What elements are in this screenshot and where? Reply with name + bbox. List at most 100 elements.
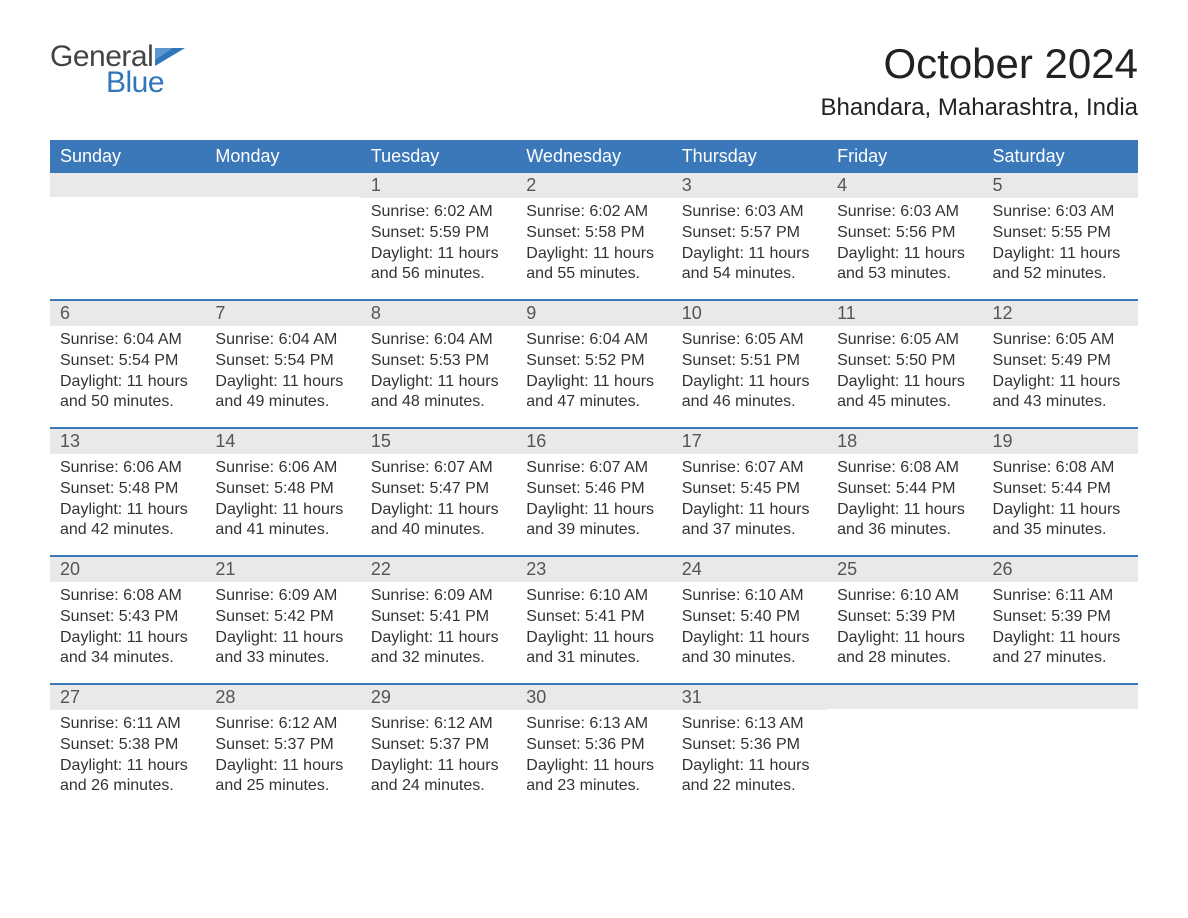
day-cell: [983, 685, 1138, 811]
sunset-text: Sunset: 5:40 PM: [682, 607, 817, 628]
location: Bhandara, Maharashtra, India: [820, 94, 1138, 122]
day-cell: 23Sunrise: 6:10 AMSunset: 5:41 PMDayligh…: [516, 557, 671, 683]
day-details: Sunrise: 6:07 AMSunset: 5:46 PMDaylight:…: [516, 454, 671, 541]
sunset-text: Sunset: 5:57 PM: [682, 223, 817, 244]
day-number: 27: [50, 685, 205, 710]
day-cell: 19Sunrise: 6:08 AMSunset: 5:44 PMDayligh…: [983, 429, 1138, 555]
day-number: [205, 173, 360, 197]
day-number: 19: [983, 429, 1138, 454]
daylight1-text: Daylight: 11 hours: [371, 244, 506, 265]
sunset-text: Sunset: 5:52 PM: [526, 351, 661, 372]
day-cell: [827, 685, 982, 811]
daylight1-text: Daylight: 11 hours: [993, 244, 1128, 265]
day-number: 8: [361, 301, 516, 326]
sunset-text: Sunset: 5:48 PM: [215, 479, 350, 500]
daylight1-text: Daylight: 11 hours: [60, 500, 195, 521]
day-details: Sunrise: 6:10 AMSunset: 5:41 PMDaylight:…: [516, 582, 671, 669]
day-number: [827, 685, 982, 709]
daylight2-text: and 53 minutes.: [837, 264, 972, 285]
daylight2-text: and 32 minutes.: [371, 648, 506, 669]
day-cell: 3Sunrise: 6:03 AMSunset: 5:57 PMDaylight…: [672, 173, 827, 299]
day-cell: 20Sunrise: 6:08 AMSunset: 5:43 PMDayligh…: [50, 557, 205, 683]
day-details: Sunrise: 6:05 AMSunset: 5:51 PMDaylight:…: [672, 326, 827, 413]
day-number: 7: [205, 301, 360, 326]
sunrise-text: Sunrise: 6:05 AM: [837, 330, 972, 351]
week-row: 27Sunrise: 6:11 AMSunset: 5:38 PMDayligh…: [50, 683, 1138, 811]
sunset-text: Sunset: 5:42 PM: [215, 607, 350, 628]
sunset-text: Sunset: 5:58 PM: [526, 223, 661, 244]
day-cell: 1Sunrise: 6:02 AMSunset: 5:59 PMDaylight…: [361, 173, 516, 299]
daylight2-text: and 23 minutes.: [526, 776, 661, 797]
day-details: Sunrise: 6:10 AMSunset: 5:39 PMDaylight:…: [827, 582, 982, 669]
daylight2-text: and 48 minutes.: [371, 392, 506, 413]
weekday-header: Tuesday: [361, 140, 516, 173]
sunrise-text: Sunrise: 6:03 AM: [837, 202, 972, 223]
logo-flag-icon: [155, 48, 185, 66]
day-details: Sunrise: 6:03 AMSunset: 5:57 PMDaylight:…: [672, 198, 827, 285]
sunset-text: Sunset: 5:53 PM: [371, 351, 506, 372]
sunrise-text: Sunrise: 6:02 AM: [526, 202, 661, 223]
daylight1-text: Daylight: 11 hours: [215, 628, 350, 649]
sunrise-text: Sunrise: 6:07 AM: [682, 458, 817, 479]
sunset-text: Sunset: 5:41 PM: [371, 607, 506, 628]
day-cell: 18Sunrise: 6:08 AMSunset: 5:44 PMDayligh…: [827, 429, 982, 555]
day-details: Sunrise: 6:13 AMSunset: 5:36 PMDaylight:…: [516, 710, 671, 797]
day-cell: 7Sunrise: 6:04 AMSunset: 5:54 PMDaylight…: [205, 301, 360, 427]
sunrise-text: Sunrise: 6:03 AM: [993, 202, 1128, 223]
day-details: Sunrise: 6:12 AMSunset: 5:37 PMDaylight:…: [205, 710, 360, 797]
day-cell: 12Sunrise: 6:05 AMSunset: 5:49 PMDayligh…: [983, 301, 1138, 427]
day-number: 24: [672, 557, 827, 582]
week-row: 6Sunrise: 6:04 AMSunset: 5:54 PMDaylight…: [50, 299, 1138, 427]
day-details: Sunrise: 6:10 AMSunset: 5:40 PMDaylight:…: [672, 582, 827, 669]
daylight1-text: Daylight: 11 hours: [993, 500, 1128, 521]
daylight2-text: and 26 minutes.: [60, 776, 195, 797]
day-number: 5: [983, 173, 1138, 198]
day-number: 13: [50, 429, 205, 454]
daylight2-text: and 37 minutes.: [682, 520, 817, 541]
day-cell: 29Sunrise: 6:12 AMSunset: 5:37 PMDayligh…: [361, 685, 516, 811]
daylight2-text: and 49 minutes.: [215, 392, 350, 413]
month-title: October 2024: [820, 40, 1138, 88]
sunrise-text: Sunrise: 6:04 AM: [371, 330, 506, 351]
daylight1-text: Daylight: 11 hours: [837, 372, 972, 393]
day-number: 25: [827, 557, 982, 582]
daylight2-text: and 33 minutes.: [215, 648, 350, 669]
day-cell: 15Sunrise: 6:07 AMSunset: 5:47 PMDayligh…: [361, 429, 516, 555]
day-number: 1: [361, 173, 516, 198]
daylight1-text: Daylight: 11 hours: [60, 372, 195, 393]
daylight1-text: Daylight: 11 hours: [371, 500, 506, 521]
daylight1-text: Daylight: 11 hours: [682, 756, 817, 777]
header: General Blue October 2024 Bhandara, Maha…: [50, 40, 1138, 122]
sunrise-text: Sunrise: 6:10 AM: [526, 586, 661, 607]
day-number: 22: [361, 557, 516, 582]
day-cell: 8Sunrise: 6:04 AMSunset: 5:53 PMDaylight…: [361, 301, 516, 427]
sunset-text: Sunset: 5:49 PM: [993, 351, 1128, 372]
sunset-text: Sunset: 5:38 PM: [60, 735, 195, 756]
day-details: Sunrise: 6:03 AMSunset: 5:55 PMDaylight:…: [983, 198, 1138, 285]
daylight2-text: and 54 minutes.: [682, 264, 817, 285]
sunrise-text: Sunrise: 6:06 AM: [60, 458, 195, 479]
day-details: Sunrise: 6:04 AMSunset: 5:54 PMDaylight:…: [205, 326, 360, 413]
daylight2-text: and 34 minutes.: [60, 648, 195, 669]
daylight2-text: and 24 minutes.: [371, 776, 506, 797]
sunset-text: Sunset: 5:56 PM: [837, 223, 972, 244]
day-number: 14: [205, 429, 360, 454]
sunrise-text: Sunrise: 6:08 AM: [837, 458, 972, 479]
sunset-text: Sunset: 5:45 PM: [682, 479, 817, 500]
day-cell: 30Sunrise: 6:13 AMSunset: 5:36 PMDayligh…: [516, 685, 671, 811]
daylight2-text: and 31 minutes.: [526, 648, 661, 669]
sunrise-text: Sunrise: 6:07 AM: [371, 458, 506, 479]
day-details: Sunrise: 6:05 AMSunset: 5:49 PMDaylight:…: [983, 326, 1138, 413]
sunrise-text: Sunrise: 6:11 AM: [993, 586, 1128, 607]
daylight1-text: Daylight: 11 hours: [215, 372, 350, 393]
day-number: 2: [516, 173, 671, 198]
day-details: Sunrise: 6:11 AMSunset: 5:38 PMDaylight:…: [50, 710, 205, 797]
daylight2-text: and 30 minutes.: [682, 648, 817, 669]
daylight1-text: Daylight: 11 hours: [837, 628, 972, 649]
sunrise-text: Sunrise: 6:09 AM: [215, 586, 350, 607]
sunrise-text: Sunrise: 6:05 AM: [993, 330, 1128, 351]
daylight1-text: Daylight: 11 hours: [526, 500, 661, 521]
weekday-header-row: Sunday Monday Tuesday Wednesday Thursday…: [50, 140, 1138, 173]
daylight2-text: and 22 minutes.: [682, 776, 817, 797]
sunrise-text: Sunrise: 6:08 AM: [60, 586, 195, 607]
